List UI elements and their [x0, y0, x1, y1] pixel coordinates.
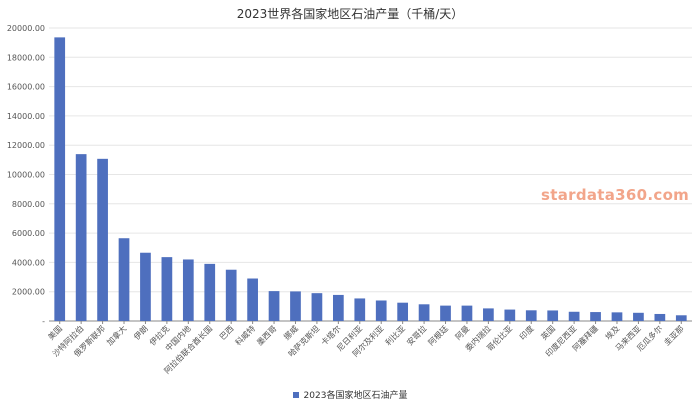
bar[interactable]: [504, 309, 516, 321]
bar[interactable]: [290, 291, 301, 321]
bars: [54, 37, 687, 321]
watermark: stardata360.com: [541, 186, 690, 204]
bar[interactable]: [332, 294, 344, 321]
bar[interactable]: [547, 310, 559, 321]
bar[interactable]: [161, 257, 173, 321]
y-tick-label: -: [42, 317, 45, 326]
legend-label: 2023各国家地区石油产量: [303, 391, 408, 401]
gridlines: [49, 27, 692, 293]
legend-swatch: [292, 391, 299, 398]
y-tick-label: 8000.00: [12, 200, 45, 209]
bar[interactable]: [633, 312, 644, 321]
bar[interactable]: [97, 158, 108, 321]
bar[interactable]: [418, 304, 430, 321]
y-tick-label: 4000.00: [12, 258, 45, 267]
bar[interactable]: [54, 37, 66, 321]
x-tick-label: 美国: [46, 323, 64, 341]
bar[interactable]: [611, 312, 623, 321]
bar[interactable]: [311, 293, 323, 321]
x-tick-label: 加拿大: [104, 323, 128, 347]
bar[interactable]: [182, 259, 194, 321]
x-tick-label: 科威特: [233, 323, 257, 347]
y-tick-label: 12000.00: [7, 141, 45, 150]
bar[interactable]: [525, 310, 537, 321]
bar[interactable]: [118, 238, 130, 321]
x-tick-label: 安哥拉: [404, 323, 428, 347]
bar[interactable]: [568, 311, 580, 321]
x-tick-label: 圭亚那: [662, 323, 686, 347]
x-tick-label: 阿曼: [454, 324, 472, 342]
x-tick-label: 伊朗: [131, 323, 149, 341]
y-tick-label: 2000.00: [12, 288, 45, 297]
y-tick-label: 10000.00: [7, 171, 45, 180]
bar[interactable]: [397, 302, 409, 321]
x-tick-label: 英国: [539, 323, 557, 341]
bar[interactable]: [225, 269, 237, 321]
y-tick-labels: - 2000.00 4000.00 6000.00 8000.00 10000.00 120…: [7, 24, 45, 326]
y-tick-label: 6000.00: [12, 229, 45, 238]
bar[interactable]: [483, 308, 494, 321]
bar[interactable]: [140, 252, 151, 321]
y-tick-label: 16000.00: [7, 83, 45, 92]
bar[interactable]: [268, 291, 280, 321]
bar[interactable]: [675, 315, 687, 321]
bar[interactable]: [204, 263, 216, 321]
x-tick-label: 埃及: [603, 323, 621, 341]
bar[interactable]: [75, 154, 87, 321]
bar[interactable]: [375, 300, 387, 321]
bar[interactable]: [354, 298, 366, 321]
bar[interactable]: [461, 305, 473, 321]
y-tick-label: 20000.00: [7, 24, 45, 33]
x-tick-label: 阿根廷: [426, 323, 450, 347]
x-tick-label: 巴西: [218, 324, 236, 342]
x-tick-label: 墨西哥: [255, 324, 278, 347]
y-tick-label: 14000.00: [7, 112, 45, 121]
axes: [49, 320, 692, 324]
bar[interactable]: [247, 278, 258, 321]
x-tick-label: 利比亚: [383, 323, 407, 347]
x-tick-label: 挪威: [282, 323, 300, 341]
bar[interactable]: [654, 313, 666, 321]
legend[interactable]: 2023各国家地区石油产量: [0, 388, 700, 401]
y-tick-label: 18000.00: [7, 53, 45, 62]
bar[interactable]: [440, 305, 451, 321]
x-tick-label: 印度: [517, 323, 535, 341]
bar[interactable]: [590, 312, 601, 321]
chart-title: 2023世界各国家地区石油产量（千桶/天）: [236, 7, 464, 21]
